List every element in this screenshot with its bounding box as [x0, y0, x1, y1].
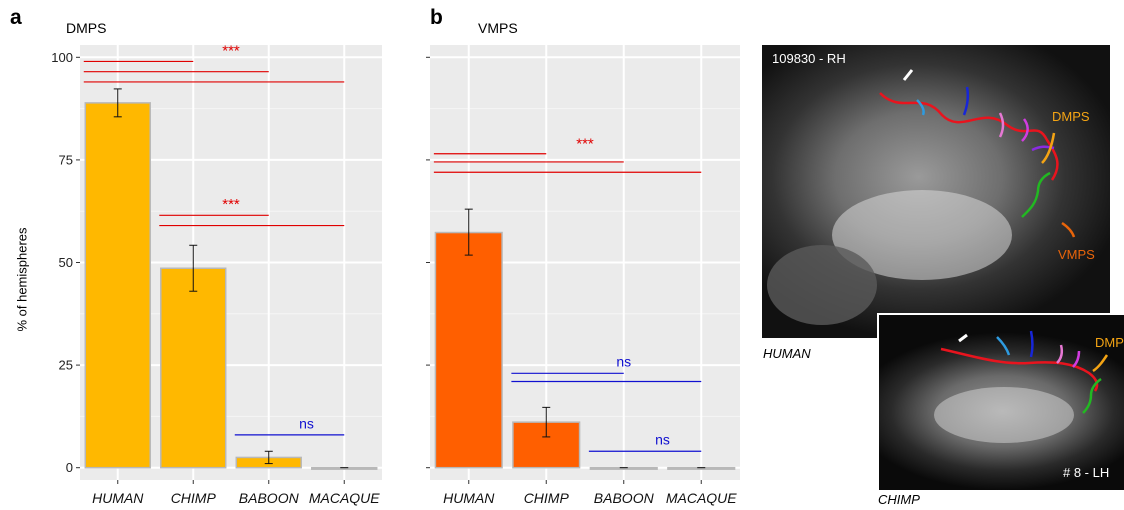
vmps-x-tick-label-baboon: BABOON	[594, 490, 655, 506]
chimp-sulci-overlay	[934, 330, 1109, 443]
dmps-y-tick-label: 75	[59, 152, 73, 167]
vmps-x-tick-label-human: HUMAN	[443, 490, 495, 506]
human-subject-id: 109830 - RH	[772, 51, 846, 66]
vmps-significance-label: ns	[655, 432, 670, 448]
dmps-x-tick-label-chimp: CHIMP	[171, 490, 217, 506]
dmps-y-tick-label: 25	[59, 358, 73, 373]
chimp-dmps-label: DMPS	[1095, 335, 1124, 350]
vmps-significance-label: ***	[576, 135, 594, 152]
human-caption: HUMAN	[763, 346, 811, 361]
dmps-x-tick-label-human: HUMAN	[92, 490, 144, 506]
vmps-bar-human	[434, 231, 503, 469]
human-sulci-overlay	[767, 69, 1076, 325]
dmps-significance-label: ***	[222, 42, 240, 59]
dmps-significance-label: ***	[222, 196, 240, 213]
panel-letter-a: a	[10, 6, 22, 29]
chimp-mri-image: DMPS # 8 - LH	[877, 313, 1124, 490]
human-vmps-label: VMPS	[1058, 247, 1095, 262]
chimp-subject-id: # 8 - LH	[1063, 465, 1110, 480]
vmps-bar-chart: HUMAN CHIMP BABOON MACAQUE *** ns ns	[426, 45, 740, 506]
dmps-bar-human	[84, 102, 151, 469]
panel-title-dmps: DMPS	[66, 20, 107, 36]
dmps-significance-label: ns	[299, 416, 314, 432]
vmps-significance-label: ns	[616, 354, 631, 370]
panel-title-vmps: VMPS	[478, 20, 518, 36]
dmps-bar-chart: 0 25 50 75 100 HUMAN CHIMP BABOON MACAQUE *** *** n…	[51, 42, 382, 506]
dmps-y-tick-label: 0	[66, 460, 73, 475]
vmps-x-tick-label-macaque: MACAQUE	[666, 490, 737, 506]
panel-letter-b: b	[430, 6, 443, 29]
dmps-y-tick-label: 100	[51, 50, 73, 65]
dmps-x-tick-label-baboon: BABOON	[239, 490, 300, 506]
vmps-x-tick-label-chimp: CHIMP	[524, 490, 570, 506]
dmps-bar-chimp	[160, 267, 227, 469]
dmps-x-tick-label-macaque: MACAQUE	[309, 490, 380, 506]
human-dmps-label: DMPS	[1052, 109, 1090, 124]
human-mri-image: 109830 - RH DMPS VMPS	[762, 45, 1110, 338]
chimp-caption: CHIMP	[878, 492, 920, 507]
dmps-y-tick-label: 50	[59, 255, 73, 270]
